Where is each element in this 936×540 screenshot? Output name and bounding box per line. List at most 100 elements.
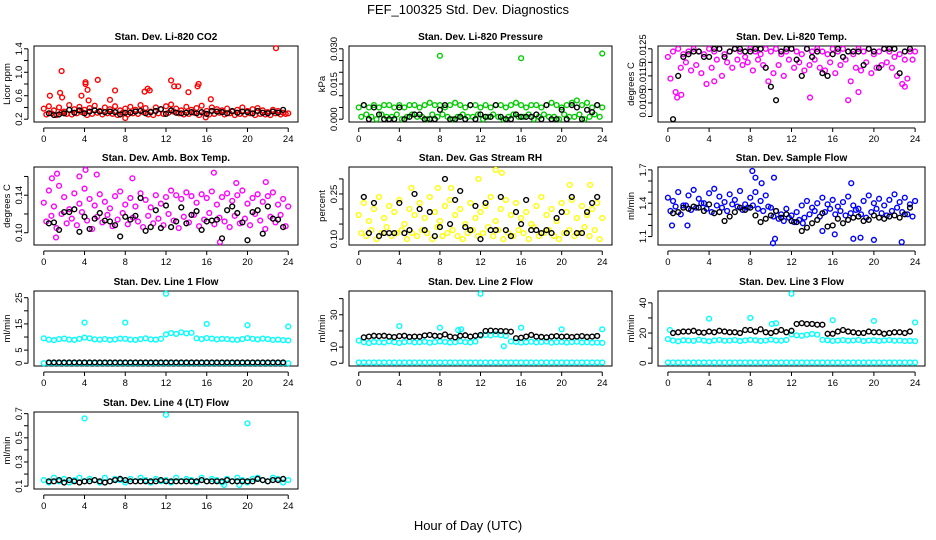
data-point xyxy=(553,217,560,225)
data-point xyxy=(819,194,826,201)
data-point xyxy=(757,359,764,366)
data-point xyxy=(455,327,462,334)
data-point xyxy=(502,104,509,111)
data-point xyxy=(690,359,697,366)
data-point xyxy=(426,331,433,339)
data-point xyxy=(458,326,465,333)
data-point xyxy=(96,191,103,198)
data-point xyxy=(793,359,800,366)
data-point xyxy=(175,83,182,90)
data-point xyxy=(901,83,908,90)
x-tick-label: 12 xyxy=(786,378,797,389)
data-point xyxy=(411,333,418,340)
data-point xyxy=(829,51,836,58)
data-point xyxy=(857,67,865,74)
data-point xyxy=(462,359,469,366)
data-point xyxy=(162,411,170,418)
data-point xyxy=(436,324,444,331)
data-point xyxy=(839,326,847,334)
data-point xyxy=(757,326,764,333)
x-tick-label: 8 xyxy=(437,378,442,389)
data-point xyxy=(811,207,818,215)
data-point xyxy=(729,201,736,208)
data-point xyxy=(280,359,287,366)
data-point xyxy=(129,175,136,182)
data-point xyxy=(583,99,591,106)
data-point xyxy=(441,331,449,338)
data-point xyxy=(81,319,88,326)
y-tick-label: 0 xyxy=(14,361,25,366)
data-point xyxy=(906,45,914,52)
data-point xyxy=(365,104,372,111)
panel-title: Stan. Dev. Line 2 Flow xyxy=(428,277,533,288)
data-point xyxy=(78,208,86,216)
data-point xyxy=(167,329,175,337)
data-point xyxy=(839,45,847,52)
data-point xyxy=(467,226,474,234)
y-tick-label: 40 xyxy=(638,298,649,309)
data-point xyxy=(386,359,393,366)
data-point xyxy=(244,237,251,244)
data-point xyxy=(798,227,805,235)
data-point xyxy=(386,338,393,345)
data-point xyxy=(396,332,403,340)
data-point xyxy=(122,213,129,220)
y-tick-label: 20 xyxy=(638,328,649,339)
panel-title: Stan. Dev. Line 4 (LT) Flow xyxy=(103,398,229,409)
scatter-panel: Stan. Dev. Line 1 Flow ml/min 0 4 8 12 16 20 24 0… xyxy=(2,277,299,389)
data-point xyxy=(452,99,459,106)
data-point xyxy=(52,234,60,241)
data-point xyxy=(431,332,438,339)
data-point xyxy=(806,94,814,101)
data-point xyxy=(127,336,134,343)
data-point xyxy=(865,45,872,52)
data-point xyxy=(162,202,170,209)
data-point xyxy=(147,224,154,231)
data-point xyxy=(370,359,378,366)
data-point xyxy=(61,479,68,486)
data-point xyxy=(375,339,383,346)
x-tick-label: 20 xyxy=(242,257,253,268)
data-point xyxy=(675,209,682,216)
data-point xyxy=(477,331,484,339)
data-point xyxy=(132,203,139,210)
data-point xyxy=(500,343,507,350)
data-point xyxy=(224,336,231,343)
series-outliers xyxy=(46,45,280,122)
data-point xyxy=(901,211,908,218)
y-axis-label: ml/min xyxy=(2,315,13,343)
series-hourly xyxy=(669,201,914,235)
data-point xyxy=(78,92,85,99)
data-point xyxy=(401,229,408,237)
data-point xyxy=(370,205,378,213)
data-point xyxy=(218,193,226,201)
data-point xyxy=(855,359,862,366)
data-point xyxy=(73,222,80,229)
data-point xyxy=(839,337,847,344)
data-point xyxy=(446,196,454,204)
data-point xyxy=(411,211,418,219)
data-point xyxy=(875,329,883,336)
data-point xyxy=(739,61,746,69)
data-point xyxy=(111,336,119,343)
y-tick-label: 0.10 xyxy=(14,223,25,242)
data-point xyxy=(824,337,831,344)
data-point xyxy=(736,337,744,345)
data-point xyxy=(411,339,418,346)
series-hourly xyxy=(360,327,601,342)
data-point xyxy=(568,359,575,366)
data-point xyxy=(865,328,872,335)
data-point xyxy=(421,102,428,109)
data-point xyxy=(285,360,292,367)
data-point xyxy=(548,229,555,237)
data-point xyxy=(772,320,780,327)
data-point xyxy=(845,97,852,104)
data-point xyxy=(152,207,159,214)
data-point xyxy=(596,113,603,120)
data-point xyxy=(664,194,671,201)
data-point xyxy=(881,202,888,209)
data-point xyxy=(762,192,769,199)
data-point xyxy=(718,72,726,79)
data-point xyxy=(91,477,98,484)
data-point xyxy=(783,329,790,336)
